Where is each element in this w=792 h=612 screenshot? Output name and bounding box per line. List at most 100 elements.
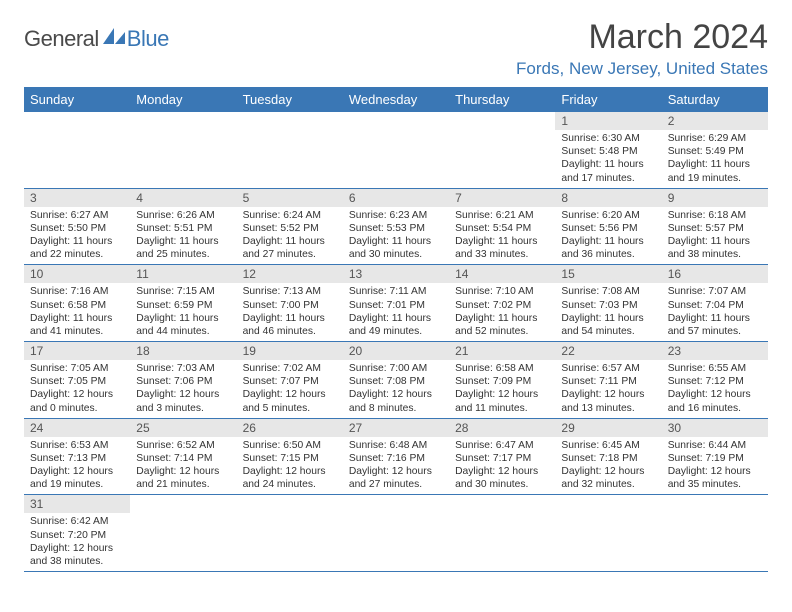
day-number: 23 <box>662 342 768 361</box>
sunrise: Sunrise: 6:53 AM <box>30 439 124 452</box>
daylight: Daylight: 11 hours and 33 minutes. <box>455 235 549 261</box>
sunrise: Sunrise: 6:27 AM <box>30 209 124 222</box>
daylight: Daylight: 11 hours and 36 minutes. <box>561 235 655 261</box>
day-cell: Sunrise: 7:02 AMSunset: 7:07 PMDaylight:… <box>237 360 343 418</box>
dow-header: Sunday <box>24 87 130 112</box>
day-cell: Sunrise: 6:18 AMSunset: 5:57 PMDaylight:… <box>662 207 768 265</box>
day-cell: Sunrise: 6:20 AMSunset: 5:56 PMDaylight:… <box>555 207 661 265</box>
daylight: Daylight: 12 hours and 32 minutes. <box>561 465 655 491</box>
dow-header: Friday <box>555 87 661 112</box>
sunset: Sunset: 7:02 PM <box>455 299 549 312</box>
day-cell: Sunrise: 6:48 AMSunset: 7:16 PMDaylight:… <box>343 437 449 495</box>
location: Fords, New Jersey, United States <box>516 59 768 79</box>
day-cell: Sunrise: 7:15 AMSunset: 6:59 PMDaylight:… <box>130 283 236 341</box>
daylight: Daylight: 12 hours and 13 minutes. <box>561 388 655 414</box>
day-cell <box>555 513 661 571</box>
daylight: Daylight: 12 hours and 21 minutes. <box>136 465 230 491</box>
sunrise: Sunrise: 6:42 AM <box>30 515 124 528</box>
day-number: 15 <box>555 265 661 284</box>
day-cell: Sunrise: 6:27 AMSunset: 5:50 PMDaylight:… <box>24 207 130 265</box>
day-cell: Sunrise: 6:30 AMSunset: 5:48 PMDaylight:… <box>555 130 661 188</box>
sunrise: Sunrise: 6:48 AM <box>349 439 443 452</box>
sunrise: Sunrise: 6:24 AM <box>243 209 337 222</box>
sunrise: Sunrise: 6:30 AM <box>561 132 655 145</box>
day-cell <box>24 130 130 188</box>
day-cell: Sunrise: 6:47 AMSunset: 7:17 PMDaylight:… <box>449 437 555 495</box>
sunrise: Sunrise: 6:47 AM <box>455 439 549 452</box>
day-cell: Sunrise: 7:00 AMSunset: 7:08 PMDaylight:… <box>343 360 449 418</box>
day-cell <box>237 513 343 571</box>
sunset: Sunset: 7:11 PM <box>561 375 655 388</box>
day-cell <box>343 130 449 188</box>
sunset: Sunset: 6:59 PM <box>136 299 230 312</box>
sunrise: Sunrise: 6:57 AM <box>561 362 655 375</box>
daylight: Daylight: 12 hours and 3 minutes. <box>136 388 230 414</box>
sunrise: Sunrise: 7:10 AM <box>455 285 549 298</box>
day-cell: Sunrise: 6:57 AMSunset: 7:11 PMDaylight:… <box>555 360 661 418</box>
daylight: Daylight: 11 hours and 19 minutes. <box>668 158 762 184</box>
sunset: Sunset: 5:51 PM <box>136 222 230 235</box>
sunset: Sunset: 5:56 PM <box>561 222 655 235</box>
dow-header: Wednesday <box>343 87 449 112</box>
day-cell: Sunrise: 6:24 AMSunset: 5:52 PMDaylight:… <box>237 207 343 265</box>
daylight: Daylight: 12 hours and 38 minutes. <box>30 542 124 568</box>
sunrise: Sunrise: 6:52 AM <box>136 439 230 452</box>
day-cell: Sunrise: 6:21 AMSunset: 5:54 PMDaylight:… <box>449 207 555 265</box>
day-number <box>343 112 449 130</box>
daylight: Daylight: 11 hours and 41 minutes. <box>30 312 124 338</box>
sunset: Sunset: 7:04 PM <box>668 299 762 312</box>
day-number: 7 <box>449 188 555 207</box>
daylight: Daylight: 12 hours and 8 minutes. <box>349 388 443 414</box>
day-cell: Sunrise: 6:53 AMSunset: 7:13 PMDaylight:… <box>24 437 130 495</box>
daynum-row: 12 <box>24 112 768 130</box>
sunset: Sunset: 6:58 PM <box>30 299 124 312</box>
day-cell <box>237 130 343 188</box>
daylight: Daylight: 12 hours and 19 minutes. <box>30 465 124 491</box>
day-cell <box>662 513 768 571</box>
day-cell: Sunrise: 6:50 AMSunset: 7:15 PMDaylight:… <box>237 437 343 495</box>
day-number <box>24 112 130 130</box>
sunset: Sunset: 7:06 PM <box>136 375 230 388</box>
sunset: Sunset: 7:18 PM <box>561 452 655 465</box>
day-number: 22 <box>555 342 661 361</box>
dow-header: Tuesday <box>237 87 343 112</box>
day-number: 10 <box>24 265 130 284</box>
sunrise: Sunrise: 7:05 AM <box>30 362 124 375</box>
daylight: Daylight: 11 hours and 52 minutes. <box>455 312 549 338</box>
content-row: Sunrise: 6:30 AMSunset: 5:48 PMDaylight:… <box>24 130 768 188</box>
day-cell: Sunrise: 6:45 AMSunset: 7:18 PMDaylight:… <box>555 437 661 495</box>
daynum-row: 24252627282930 <box>24 418 768 437</box>
sunrise: Sunrise: 6:45 AM <box>561 439 655 452</box>
content-row: Sunrise: 6:53 AMSunset: 7:13 PMDaylight:… <box>24 437 768 495</box>
day-number <box>555 495 661 514</box>
content-row: Sunrise: 6:42 AMSunset: 7:20 PMDaylight:… <box>24 513 768 571</box>
sunrise: Sunrise: 6:55 AM <box>668 362 762 375</box>
day-number: 16 <box>662 265 768 284</box>
content-row: Sunrise: 7:05 AMSunset: 7:05 PMDaylight:… <box>24 360 768 418</box>
sunrise: Sunrise: 7:08 AM <box>561 285 655 298</box>
month-title: March 2024 <box>516 18 768 57</box>
sunrise: Sunrise: 6:29 AM <box>668 132 762 145</box>
day-number <box>343 495 449 514</box>
day-cell: Sunrise: 7:13 AMSunset: 7:00 PMDaylight:… <box>237 283 343 341</box>
sunset: Sunset: 7:17 PM <box>455 452 549 465</box>
title-block: March 2024 Fords, New Jersey, United Sta… <box>516 18 768 79</box>
calendar-table: Sunday Monday Tuesday Wednesday Thursday… <box>24 87 768 572</box>
day-number: 11 <box>130 265 236 284</box>
day-number <box>237 112 343 130</box>
day-cell: Sunrise: 6:55 AMSunset: 7:12 PMDaylight:… <box>662 360 768 418</box>
day-number: 6 <box>343 188 449 207</box>
day-number: 2 <box>662 112 768 130</box>
logo-text-general: General <box>24 26 99 52</box>
day-number: 14 <box>449 265 555 284</box>
day-number <box>449 112 555 130</box>
daylight: Daylight: 12 hours and 0 minutes. <box>30 388 124 414</box>
day-number <box>130 112 236 130</box>
daylight: Daylight: 11 hours and 22 minutes. <box>30 235 124 261</box>
day-number: 5 <box>237 188 343 207</box>
day-number: 21 <box>449 342 555 361</box>
dow-header: Monday <box>130 87 236 112</box>
day-cell <box>449 130 555 188</box>
sunset: Sunset: 5:52 PM <box>243 222 337 235</box>
day-number: 1 <box>555 112 661 130</box>
